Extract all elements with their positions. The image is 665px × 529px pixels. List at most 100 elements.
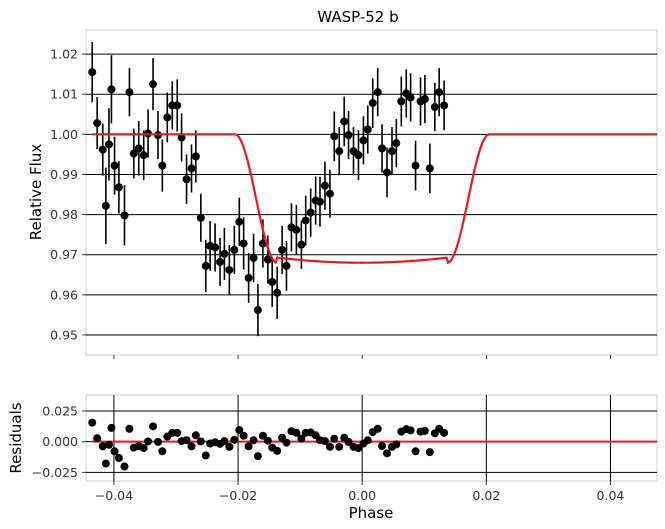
top-y-tick-label: 0.96 — [50, 287, 78, 302]
residual-point — [325, 442, 334, 451]
bottom-y-tick-labels: −0.025 0.000 0.025 — [32, 403, 78, 479]
residual-point — [263, 436, 272, 445]
flux-point — [411, 161, 420, 170]
residual-point — [363, 436, 372, 445]
flux-point — [406, 93, 415, 102]
top-y-tick-labels: 0.95 0.96 0.97 0.98 0.99 1.00 1.01 1.02 — [50, 47, 78, 343]
flux-point — [114, 183, 123, 192]
flux-point — [163, 113, 172, 122]
residual-point — [273, 446, 282, 455]
light-curve-points — [88, 42, 449, 337]
residual-point — [258, 431, 267, 440]
flux-point — [158, 161, 167, 170]
residual-point — [88, 418, 97, 427]
residual-point — [149, 422, 158, 431]
residual-point — [101, 459, 110, 468]
chart-title: WASP-52 b — [317, 8, 398, 26]
top-y-tick-label: 0.99 — [50, 167, 78, 182]
flux-point — [244, 273, 253, 282]
residual-point — [114, 453, 123, 462]
flux-point — [359, 136, 368, 145]
residual-point — [158, 447, 167, 456]
residual-point — [104, 440, 113, 449]
residual-point — [320, 437, 329, 446]
flux-point — [330, 132, 339, 141]
flux-point — [282, 261, 291, 270]
flux-point — [320, 181, 329, 190]
bottom-y-axis-label: Residuals — [7, 402, 25, 473]
top-y-tick-label: 0.95 — [50, 327, 78, 342]
flux-point — [239, 239, 248, 248]
bottom-y-tick-label: −0.025 — [32, 465, 78, 480]
residual-point — [139, 444, 148, 453]
residual-point — [93, 434, 102, 443]
residual-point — [330, 434, 339, 443]
flux-point — [129, 149, 138, 158]
flux-point — [268, 277, 277, 286]
residual-point — [125, 424, 134, 433]
top-y-tick-label: 0.97 — [50, 247, 78, 262]
residual-point — [196, 437, 205, 446]
bottom-y-tick-label: 0.025 — [42, 403, 78, 418]
flux-point — [335, 147, 344, 156]
flux-point — [125, 88, 134, 97]
top-y-tick-label: 1.00 — [50, 127, 78, 142]
residual-point — [191, 431, 200, 440]
top-y-tick-label: 1.01 — [50, 87, 78, 102]
top-y-axis-label: Relative Flux — [27, 144, 45, 241]
flux-point — [354, 151, 363, 160]
residual-point — [225, 442, 234, 451]
residual-point — [282, 438, 291, 447]
flux-point — [325, 189, 334, 198]
flux-point — [297, 240, 306, 249]
flux-point — [392, 139, 401, 148]
flux-point — [378, 144, 387, 153]
residual-point — [182, 436, 191, 445]
residual-point — [201, 451, 210, 460]
bottom-x-tick-labels: −0.04 −0.02 0.00 0.02 0.04 — [95, 488, 625, 503]
light-curve-panel: WASP-52 b 0.95 0.96 0.97 0.98 0.99 1.00 1.01 1.… — [27, 8, 658, 359]
residual-point — [110, 447, 119, 456]
residual-point — [297, 434, 306, 443]
flux-point — [278, 245, 287, 254]
flux-point — [425, 164, 434, 173]
residual-point — [373, 424, 382, 433]
residual-point — [411, 447, 420, 456]
flux-point — [101, 201, 110, 210]
residual-point — [244, 442, 253, 451]
flux-point — [440, 101, 449, 110]
residual-point — [144, 437, 153, 446]
residual-point — [187, 442, 196, 451]
residual-point — [335, 442, 344, 451]
bottom-x-tick-label: −0.02 — [219, 488, 257, 503]
flux-point — [93, 119, 102, 128]
transit-model-line — [92, 133, 657, 265]
residual-points — [88, 418, 449, 471]
residual-point — [98, 442, 107, 451]
top-gridlines — [82, 53, 657, 359]
residual-point — [378, 441, 387, 450]
residual-point — [230, 435, 239, 444]
flux-point — [187, 164, 196, 173]
flux-point — [249, 253, 258, 262]
bottom-plot-frame — [85, 394, 658, 482]
flux-point — [344, 131, 353, 140]
flux-point — [196, 213, 205, 222]
flux-point — [173, 101, 182, 110]
residual-point — [235, 426, 244, 435]
flux-point — [263, 255, 272, 264]
flux-point — [253, 306, 262, 315]
flux-point — [387, 147, 396, 156]
residual-point — [239, 431, 248, 440]
flux-point — [191, 152, 200, 161]
flux-point — [235, 217, 244, 226]
flux-point — [120, 211, 129, 220]
residual-point — [344, 437, 353, 446]
flux-point — [220, 249, 229, 258]
bottom-x-tick-label: 0.04 — [597, 488, 625, 503]
flux-point — [201, 261, 210, 270]
flux-point — [88, 68, 97, 77]
